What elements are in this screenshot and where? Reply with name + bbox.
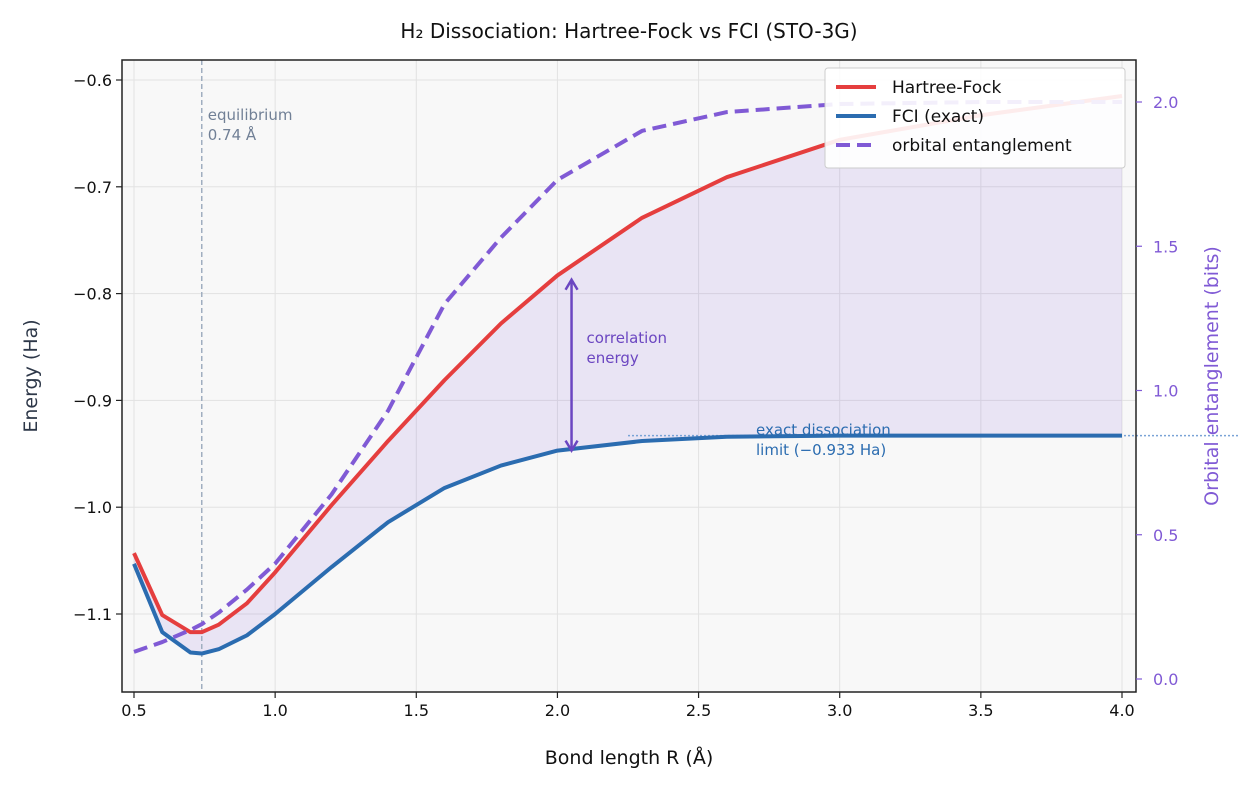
y-tick-label: −1.0 [73, 498, 112, 517]
x-tick-label: 4.0 [1109, 701, 1134, 720]
arrow-head-up [564, 277, 579, 291]
plot-frame [121, 59, 1137, 693]
limit-label-2: limit (−0.933 Ha) [756, 441, 886, 459]
correlation-fill [134, 96, 1122, 654]
y2-tick-label: 0.5 [1153, 526, 1178, 545]
equilibrium-value: 0.74 Å [208, 125, 257, 144]
y2-tick-label: 2.0 [1153, 93, 1178, 112]
axes-ticks: 0.5 1.0 1.5 2.0 2.5 3.0 3.5 4.0 −0.6 −0.7 −0.8 −0.9… [73, 71, 1178, 720]
x-tick-label: 1.5 [404, 701, 429, 720]
y2-tick-label: 1.0 [1153, 382, 1178, 401]
legend: Hartree-Fock FCI (exact) orbital entanglem… [824, 67, 1126, 169]
y2-tick-label: 0.0 [1153, 670, 1178, 689]
x-tick-label: 1.0 [262, 701, 287, 720]
limit-label: exact dissociation [756, 421, 891, 439]
x-tick-label: 2.0 [545, 701, 570, 720]
y2-tick-label: 1.5 [1153, 237, 1178, 256]
correlation-arrow [564, 277, 579, 454]
y-axis-label: Energy (Ha) [20, 319, 42, 432]
y2-axis-label: Orbital entanglement (bits) [1201, 246, 1223, 506]
y-tick-label: −0.6 [73, 71, 112, 90]
y-tick-label: −0.8 [73, 285, 112, 304]
x-tick-label: 0.5 [121, 701, 146, 720]
arrow-head-down [564, 439, 579, 454]
legend-label: orbital entanglement [892, 136, 1072, 156]
x-tick-label: 2.5 [686, 701, 711, 720]
legend-label: FCI (exact) [892, 107, 984, 127]
series-line-orbital-entanglement [133, 100, 1122, 654]
series-line-fci-exact- [132, 433, 1122, 656]
equilibrium-label: equilibrium [208, 106, 293, 124]
chart-title: H₂ Dissociation: Hartree-Fock vs FCI (ST… [400, 19, 857, 43]
legend-label: Hartree-Fock [892, 78, 1001, 98]
series-lines [132, 94, 1123, 656]
correlation-label: correlation [587, 329, 668, 347]
x-axis-label: Bond length R (Å) [545, 746, 713, 769]
y-tick-label: −0.7 [73, 178, 112, 197]
y-tick-label: −0.9 [73, 391, 112, 410]
correlation-area [134, 96, 1122, 654]
y-tick-label: −1.1 [73, 605, 112, 624]
series-line-hartree-fock [132, 94, 1123, 635]
correlation-label-2: energy [587, 349, 639, 367]
x-tick-label: 3.0 [827, 701, 852, 720]
x-tick-label: 3.5 [968, 701, 993, 720]
